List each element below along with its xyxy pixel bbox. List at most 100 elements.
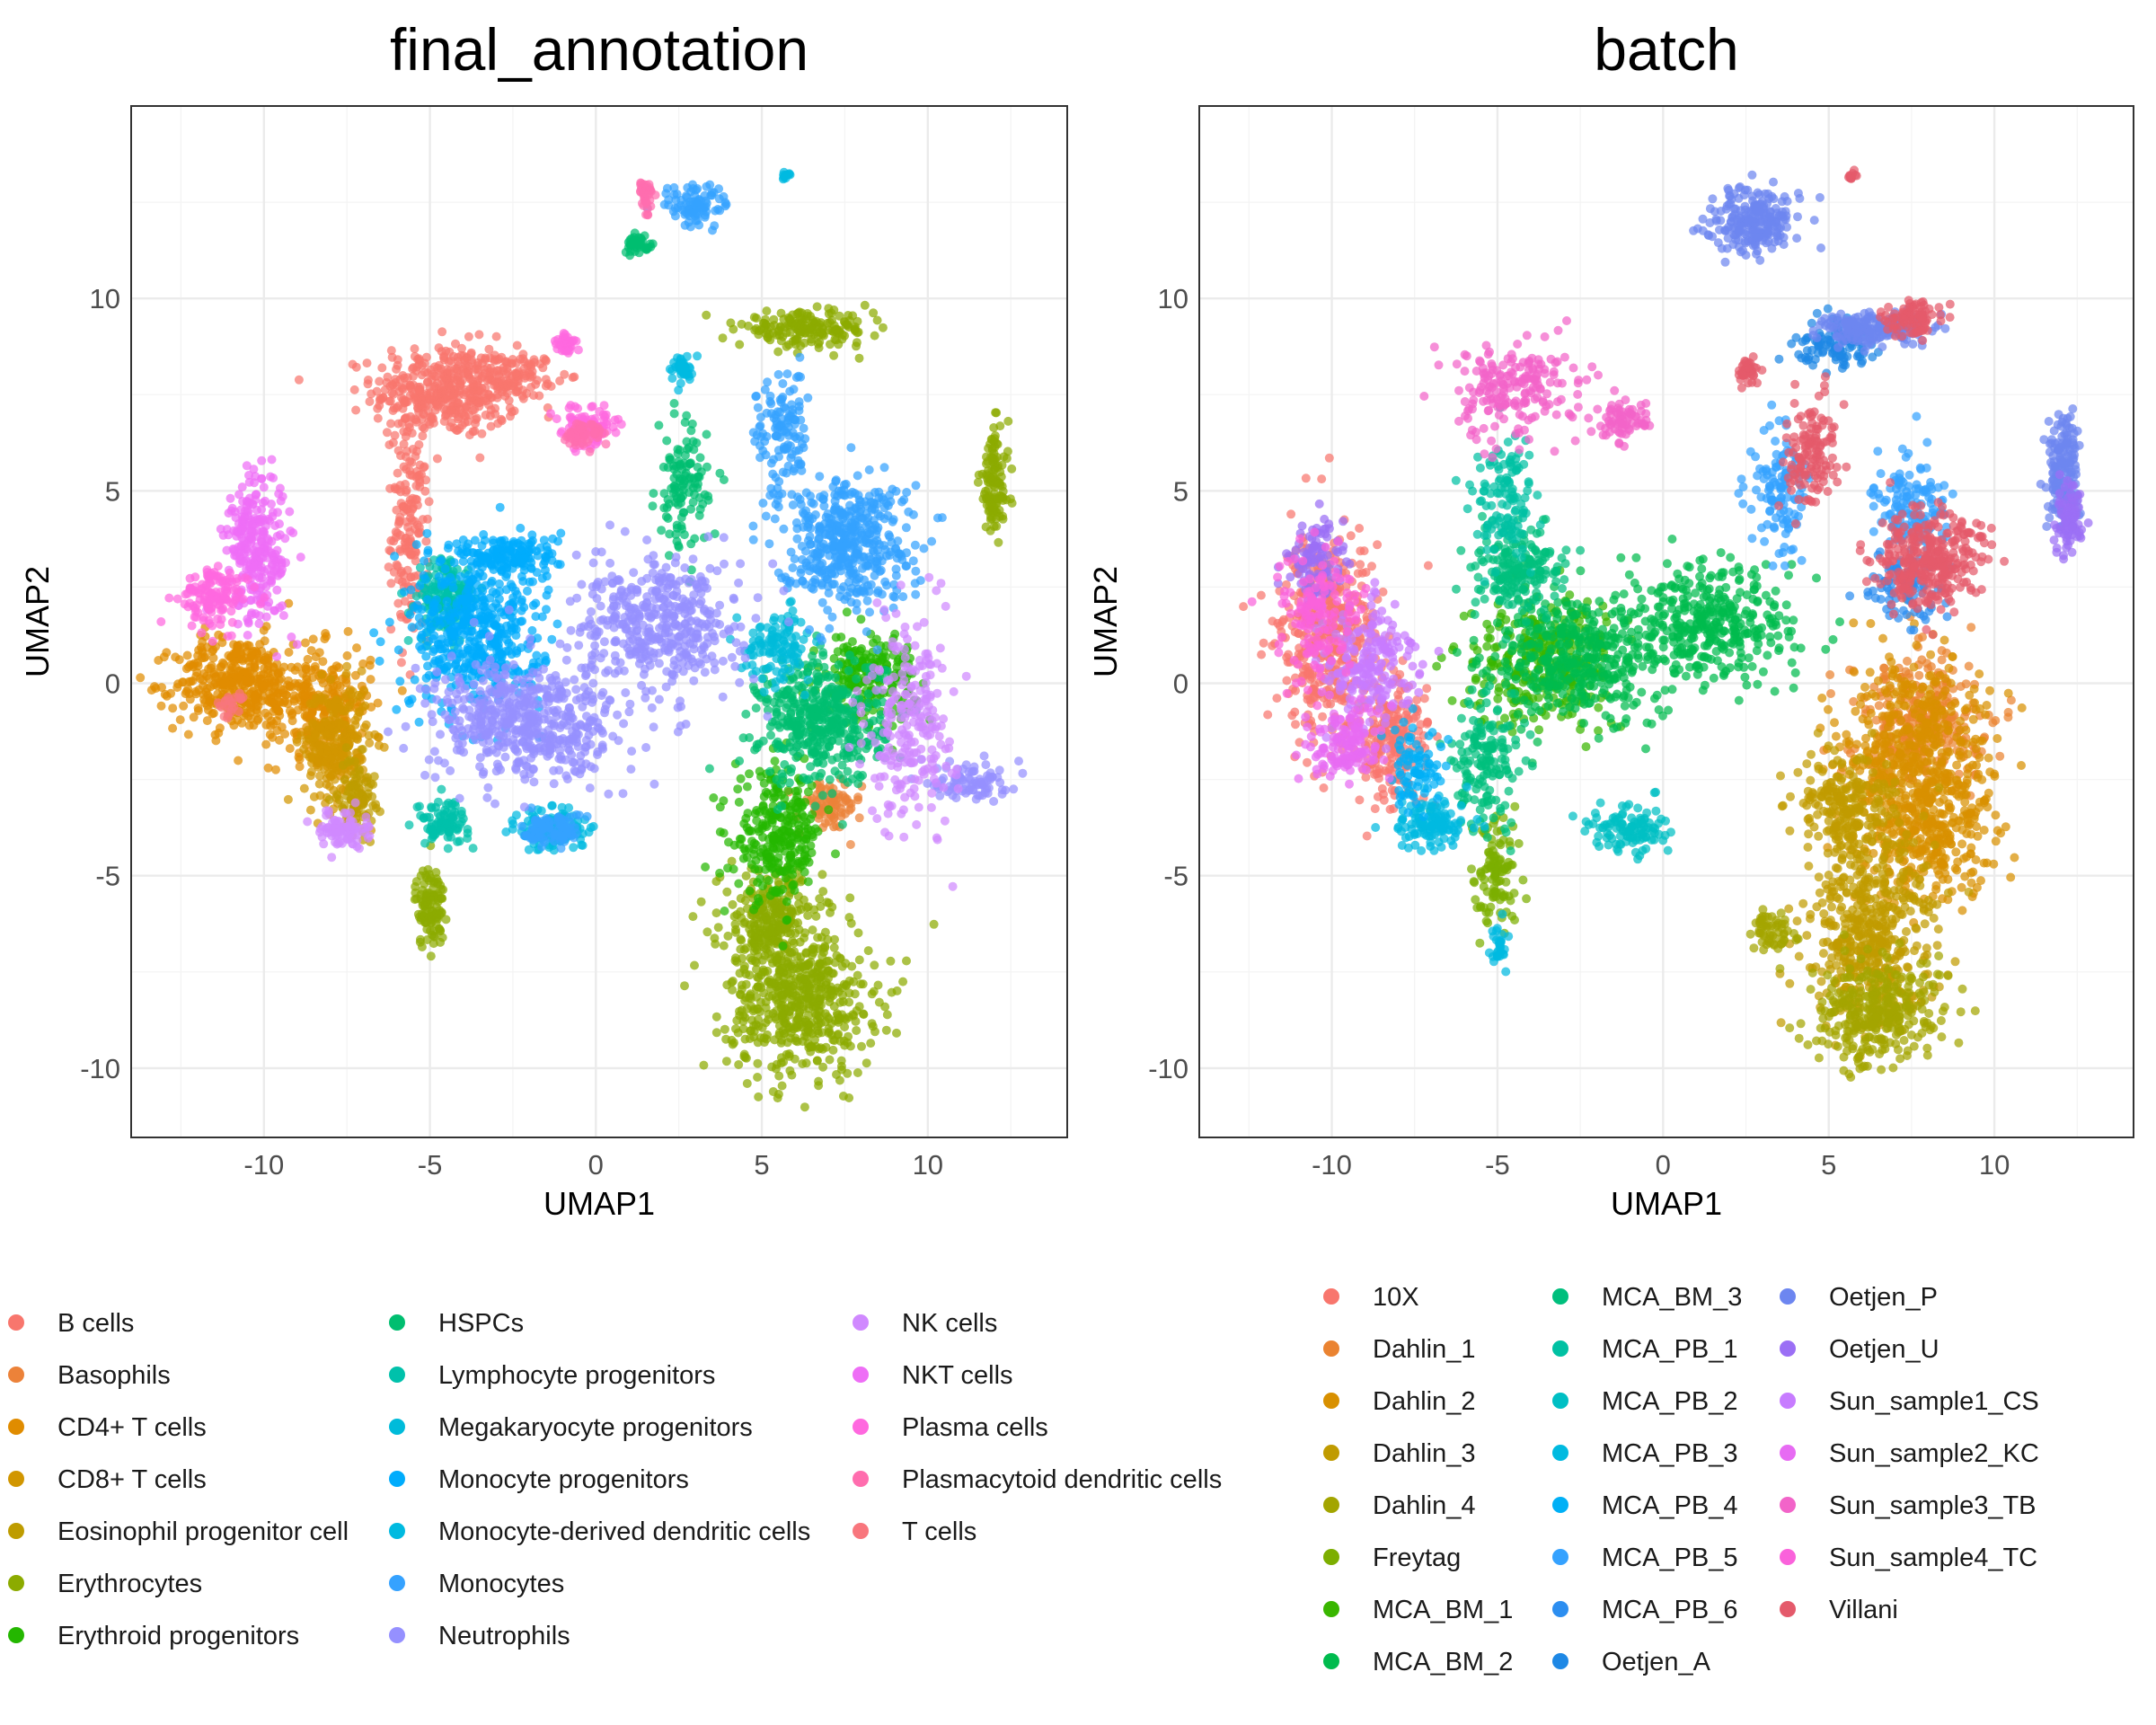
data-point [400, 597, 410, 606]
data-point [171, 652, 181, 662]
data-point [478, 571, 488, 581]
data-point [391, 533, 401, 543]
data-point [769, 697, 779, 707]
data-point [206, 663, 216, 673]
data-point [762, 306, 772, 316]
data-point [343, 626, 353, 636]
data-point [267, 698, 277, 708]
data-point [387, 388, 397, 398]
data-point [473, 634, 483, 644]
data-point [276, 667, 286, 677]
data-point [747, 660, 757, 670]
data-point [414, 522, 424, 532]
data-point [255, 640, 265, 650]
data-point [713, 923, 723, 933]
data-point [246, 713, 256, 723]
data-point [763, 333, 773, 343]
data-point [788, 606, 798, 615]
data-point [744, 993, 754, 1003]
data-point [801, 1058, 811, 1068]
data-point [751, 703, 761, 713]
data-point [537, 612, 547, 622]
data-point [809, 687, 818, 697]
data-point [410, 603, 419, 613]
data-point [977, 469, 987, 479]
data-point [440, 564, 450, 574]
data-point [702, 462, 711, 472]
data-point [772, 888, 782, 898]
data-point [715, 827, 725, 836]
data-point [405, 380, 415, 390]
data-point [791, 334, 800, 344]
data-point [665, 453, 675, 463]
data-point [208, 709, 217, 719]
data-point [517, 616, 527, 626]
data-point [800, 703, 809, 713]
data-point [769, 321, 779, 330]
data-point [375, 656, 384, 666]
data-point [760, 806, 770, 816]
data-point [280, 730, 290, 739]
data-point [800, 1102, 809, 1112]
data-point [353, 690, 363, 700]
data-point [792, 906, 802, 916]
data-point [760, 951, 770, 960]
data-point [300, 638, 310, 648]
data-point [365, 739, 375, 748]
data-point [648, 501, 658, 511]
data-point [411, 556, 420, 566]
data-point [334, 795, 344, 805]
data-point [736, 894, 746, 903]
data-point [198, 648, 208, 658]
data-point [250, 663, 260, 673]
data-point [786, 968, 796, 978]
data-point [728, 977, 738, 986]
data-point [434, 360, 444, 370]
data-point [410, 344, 420, 354]
data-point [649, 489, 658, 499]
data-point [479, 595, 489, 605]
data-point [685, 480, 695, 489]
data-point [741, 709, 751, 719]
data-point [461, 588, 471, 597]
data-point [270, 676, 279, 686]
data-point [540, 651, 550, 661]
data-point [813, 679, 823, 689]
data-point [503, 367, 513, 377]
data-point [314, 779, 324, 789]
data-point [555, 376, 565, 385]
data-point [150, 682, 159, 692]
data-point [366, 675, 376, 685]
data-point [375, 376, 384, 386]
data-point [527, 625, 537, 635]
data-point [294, 375, 304, 385]
data-point [768, 1009, 778, 1018]
data-point [386, 579, 396, 588]
data-point [986, 511, 995, 521]
data-point [486, 579, 496, 588]
data-point [838, 1092, 848, 1101]
data-point [415, 477, 425, 487]
data-point [357, 666, 367, 676]
data-point [420, 556, 429, 566]
data-point [854, 813, 864, 823]
data-point [314, 648, 324, 658]
data-point [846, 803, 856, 813]
data-point [701, 862, 711, 871]
data-point [758, 916, 768, 925]
data-point [773, 1089, 783, 1099]
data-point [756, 983, 766, 993]
data-point [446, 405, 455, 415]
data-point [519, 357, 529, 367]
data-point [451, 339, 460, 349]
data-point [721, 1057, 731, 1066]
data-point [841, 320, 851, 330]
data-point [806, 1042, 816, 1052]
data-point [385, 396, 395, 406]
data-point [349, 385, 359, 394]
data-point [182, 650, 192, 660]
data-point [803, 911, 813, 920]
data-point [486, 363, 496, 373]
data-point [820, 927, 830, 937]
data-point [741, 813, 751, 823]
